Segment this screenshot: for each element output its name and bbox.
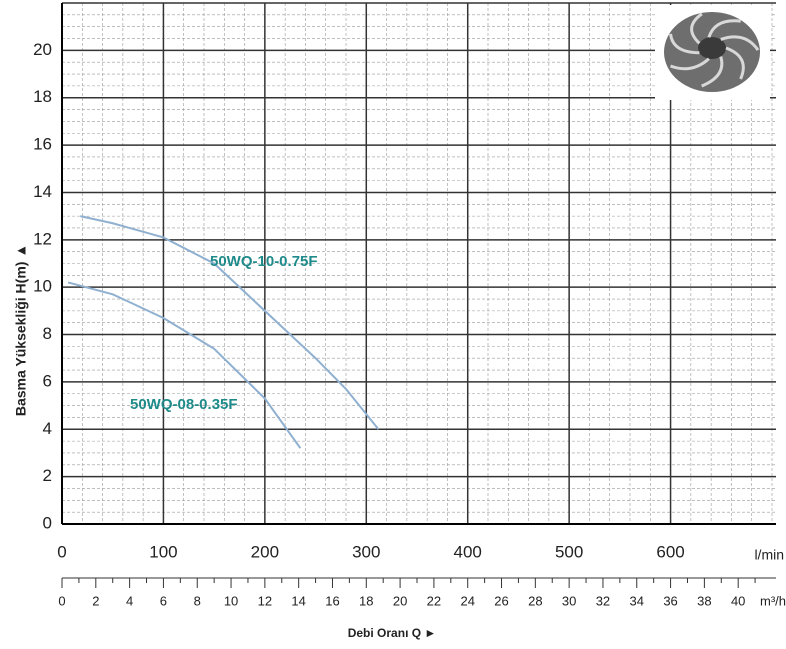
impeller-image <box>655 5 770 100</box>
x2-tick-label: 36 <box>663 593 677 608</box>
x2-tick-label: 0 <box>58 593 65 608</box>
impeller-vane <box>690 12 703 45</box>
y-tick-label: 2 <box>43 466 52 485</box>
impeller-hub <box>698 37 726 59</box>
x-tick-label: 100 <box>149 542 177 561</box>
series-label: 50WQ-08-0.35F <box>130 396 238 413</box>
x2-tick-label: 18 <box>359 593 373 608</box>
y-tick-label: 6 <box>43 371 52 390</box>
x2-tick-label: 40 <box>731 593 745 608</box>
x2-tick-label: 38 <box>697 593 711 608</box>
impeller-vane <box>725 46 745 80</box>
x-tick-label: 0 <box>57 542 66 561</box>
x2-tick-label: 34 <box>630 593 644 608</box>
impeller-vane <box>707 19 741 38</box>
x-tick-label: 400 <box>454 542 482 561</box>
impeller-vane <box>669 33 700 55</box>
x2-tick-label: 8 <box>194 593 201 608</box>
y-tick-label: 0 <box>43 513 52 532</box>
y-tick-label: 20 <box>33 40 52 59</box>
x2-tick-label: 2 <box>92 593 99 608</box>
y-tick-label: 16 <box>33 135 52 154</box>
y-axis-label: Basma Yüksekliği H(m) ▲ <box>13 244 29 416</box>
curve <box>80 215 380 430</box>
x2-tick-label: 22 <box>427 593 441 608</box>
curve <box>67 281 302 449</box>
impeller-vane <box>669 57 710 71</box>
x-tick-label: 200 <box>251 542 279 561</box>
y-tick-label: 18 <box>33 87 52 106</box>
x2-tick-label: 6 <box>160 593 167 608</box>
y-tick-label: 12 <box>33 229 52 248</box>
x-tick-label: 500 <box>555 542 583 561</box>
x2-unit: m³/h <box>760 593 786 608</box>
x2-tick-label: 14 <box>291 593 305 608</box>
y-tick-label: 10 <box>33 277 52 296</box>
x2-tick-label: 20 <box>393 593 407 608</box>
x-tick-label: 300 <box>352 542 380 561</box>
x2-tick-label: 26 <box>494 593 508 608</box>
x2-tick-label: 24 <box>460 593 474 608</box>
x2-tick-label: 10 <box>224 593 238 608</box>
impeller-vane <box>701 56 724 88</box>
x2-tick-label: 30 <box>562 593 576 608</box>
y-tick-label: 4 <box>43 419 52 438</box>
x2-tick-label: 4 <box>126 593 133 608</box>
impeller-vane <box>720 35 760 51</box>
y-tick-label: 14 <box>33 182 52 201</box>
x-unit: l/min <box>754 547 784 563</box>
x-axis-label: Debi Oranı Q ► <box>348 626 437 640</box>
y-tick-label: 8 <box>43 324 52 343</box>
x2-tick-label: 32 <box>596 593 610 608</box>
x2-tick-label: 12 <box>258 593 272 608</box>
x-tick-label: 600 <box>656 542 684 561</box>
x2-tick-label: 28 <box>528 593 542 608</box>
series-label: 50WQ-10-0.75F <box>210 253 318 270</box>
x2-tick-label: 16 <box>325 593 339 608</box>
